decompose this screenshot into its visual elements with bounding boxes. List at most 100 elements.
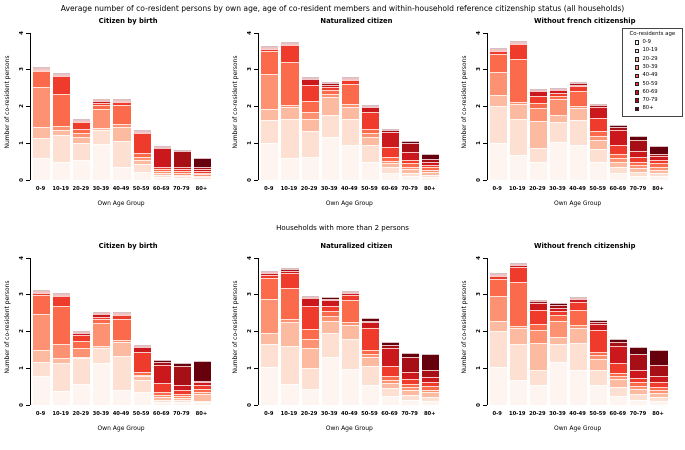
bar-segment-cores-30-39 <box>33 87 51 127</box>
bar-segment-cores-70-79 <box>650 153 668 157</box>
bar-group <box>488 33 670 180</box>
bar-segment-cores-30-39 <box>590 135 608 140</box>
bar-segment-cores-10-19 <box>33 137 51 158</box>
bar-segment-cores-50-59 <box>381 366 400 377</box>
panel-body: Number of co-resident persons 0 1 2 3 4 0-9 10-… <box>457 28 685 211</box>
bar-segment-cores-60-69 <box>73 121 91 123</box>
bar-segment-cores-30-39 <box>489 295 507 321</box>
bar-segment-cores-10-19 <box>193 177 211 179</box>
bar-segment-cores-40-49 <box>570 91 588 106</box>
bar-segment-cores-70-79 <box>381 130 400 133</box>
bar-segment-cores-60-69 <box>381 132 400 147</box>
bar-segment-cores-20-29 <box>509 327 527 345</box>
bar-segment-cores-80 <box>73 330 91 332</box>
bar-segment-cores-20-29 <box>361 136 379 146</box>
bar-segment-cores-0-9 <box>261 367 279 405</box>
bar-segment-cores-50-59 <box>53 295 71 306</box>
bar-segment-cores-40-49 <box>549 95 568 100</box>
y-tick-label: 1 <box>247 140 254 145</box>
plot-area: 0 1 2 3 4 <box>476 31 670 181</box>
bar-segment-cores-60-69 <box>261 47 279 50</box>
bar-segment-cores-60-69 <box>281 44 299 46</box>
bar-segment-cores-40-49 <box>133 371 151 375</box>
bar-segment-cores-50-59 <box>570 86 588 92</box>
bar-segment-cores-30-39 <box>113 339 131 342</box>
bar-segment-cores-70-79 <box>402 143 420 153</box>
bar-segment-cores-20-29 <box>361 357 379 367</box>
bar-segment-cores-80 <box>301 76 319 78</box>
bar-segment-cores-0-9 <box>422 177 440 180</box>
bar-segment-cores-60-69 <box>402 152 420 160</box>
y-tick-label: 4 <box>19 255 25 260</box>
x-tick-label-40-49: 40-49 <box>112 186 130 192</box>
y-tick-mark <box>482 106 487 107</box>
plot-area: 0 1 2 3 4 <box>476 256 670 406</box>
bar-50-59 <box>590 103 608 180</box>
bar-segment-cores-50-59 <box>33 292 51 295</box>
panel-title: Naturalized citizen <box>320 17 393 25</box>
bar-segment-cores-60-69 <box>133 132 151 134</box>
bar-segment-cores-50-59 <box>361 327 379 350</box>
bar-segment-cores-40-49 <box>173 171 191 174</box>
legend-swatch-icon <box>634 81 640 87</box>
legend-swatch-icon <box>634 98 640 104</box>
bar-segment-cores-0-9 <box>381 172 400 180</box>
bar-segment-cores-0-9 <box>193 402 211 405</box>
y-tick-mark <box>254 294 259 296</box>
bar-segment-cores-40-49 <box>93 104 111 110</box>
bar-segment-cores-60-69 <box>590 324 608 330</box>
bar-segment-cores-70-79 <box>361 105 379 108</box>
y-axis-title: Number of co-resident persons <box>460 55 468 149</box>
bar-segment-cores-0-9 <box>402 176 420 180</box>
x-tick-label-10-19: 10-19 <box>508 186 526 192</box>
bar-segment-cores-70-79 <box>590 105 608 108</box>
bar-segment-cores-80 <box>341 290 359 292</box>
bar-segment-cores-70-79 <box>509 41 527 43</box>
bar-segment-cores-0-9 <box>301 156 319 180</box>
x-tick-label-50-59: 50-59 <box>361 411 378 417</box>
bar-segment-cores-20-29 <box>529 342 547 371</box>
legend-item-40-49: 40-49 <box>625 72 680 80</box>
bar-segment-cores-40-49 <box>261 277 279 300</box>
bar-segment-cores-40-49 <box>422 385 440 390</box>
y-tick-mark <box>254 32 259 34</box>
bar-segment-cores-20-29 <box>570 327 588 344</box>
y-tick-mark <box>482 32 487 34</box>
bar-segment-cores-10-19 <box>93 130 111 145</box>
bar-segment-cores-60-69 <box>193 169 211 171</box>
bar-segment-cores-10-19 <box>261 344 279 368</box>
bar-segment-cores-40-49 <box>489 54 507 72</box>
y-tick-label: 3 <box>247 292 254 297</box>
bar-segment-cores-70-79 <box>93 100 111 102</box>
bar-segment-cores-80 <box>113 98 131 100</box>
bar-30-39 <box>321 297 339 405</box>
bar-segment-cores-50-59 <box>630 377 648 383</box>
bar-segment-cores-50-59 <box>529 309 547 325</box>
bar-segment-cores-10-19 <box>301 131 319 157</box>
legend-box: Co-residents age 0-9 10-19 20-29 30-39 40-49 5… <box>621 28 683 118</box>
bar-segment-cores-50-59 <box>402 159 420 164</box>
y-tick-label: 0 <box>19 402 25 407</box>
bar-segment-cores-0-9 <box>529 161 547 180</box>
plot-area: 0 1 2 3 4 <box>247 256 441 406</box>
x-tick-label-70-79: 70-79 <box>173 186 190 192</box>
bar-segment-cores-0-9 <box>93 362 111 405</box>
bar-60-69 <box>381 342 400 405</box>
bar-segment-cores-0-9 <box>133 171 151 180</box>
bar-segment-cores-60-69 <box>33 291 51 293</box>
bar-segment-cores-10-19 <box>590 148 608 162</box>
bar-segment-cores-50-59 <box>93 316 111 320</box>
bar-segment-cores-70-79 <box>610 126 628 131</box>
y-tick-label: 0 <box>475 402 482 407</box>
x-tick-label-0-9: 0-9 <box>264 186 274 192</box>
panel-title: Citizen by birth <box>98 242 158 250</box>
bar-segment-cores-20-29 <box>381 382 400 389</box>
bar-segment-cores-80 <box>321 297 339 299</box>
bar-segment-cores-40-49 <box>590 131 608 136</box>
bar-segment-cores-50-59 <box>153 166 171 169</box>
bar-segment-cores-0-9 <box>193 178 211 180</box>
bar-segment-cores-80 <box>381 342 400 346</box>
bar-segment-cores-80 <box>570 296 588 298</box>
bar-segment-cores-50-59 <box>301 305 319 329</box>
bar-segment-cores-70-79 <box>422 159 440 162</box>
